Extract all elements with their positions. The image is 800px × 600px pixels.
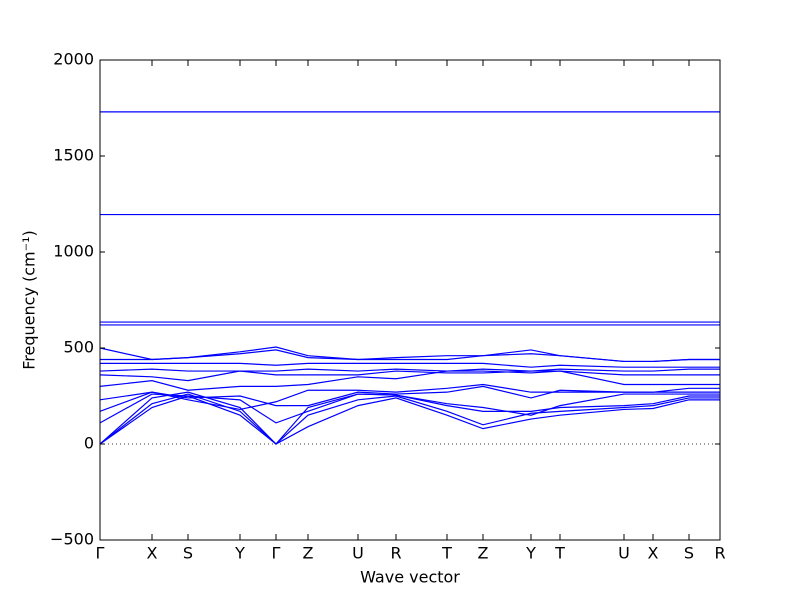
y-tick-label: 0 — [84, 434, 94, 453]
x-tick-label: Y — [234, 544, 245, 563]
band-line — [99, 370, 720, 382]
band-line — [99, 368, 720, 372]
y-tick-label: 2000 — [53, 50, 94, 69]
x-tick-label: Z — [478, 544, 489, 563]
x-tick-label: U — [618, 544, 630, 563]
band-line — [99, 391, 720, 445]
y-axis-label: Frequency (cm⁻¹) — [20, 230, 39, 369]
band-line — [99, 393, 720, 424]
x-tick-label: R — [714, 544, 725, 563]
band-line — [99, 370, 720, 391]
x-tick-label: Γ — [96, 544, 105, 563]
y-tick-label: 1500 — [53, 146, 94, 165]
x-axis-label: Wave vector — [360, 568, 460, 587]
plot-area — [100, 60, 720, 540]
band-line — [99, 393, 720, 445]
x-tick-label: X — [147, 544, 158, 563]
x-tick-label: Y — [525, 544, 536, 563]
band-line — [100, 362, 720, 368]
y-tick-label: −500 — [50, 530, 94, 549]
x-tick-label: S — [684, 544, 694, 563]
y-tick-label: 500 — [63, 338, 94, 357]
x-tick-label: Γ — [272, 544, 281, 563]
x-tick-label: R — [390, 544, 401, 563]
plot-marks — [99, 111, 720, 445]
band-line — [99, 346, 720, 363]
y-tick-label: 1000 — [53, 242, 94, 261]
band-line — [99, 395, 720, 445]
x-tick-label: T — [554, 544, 565, 563]
x-tick-label: S — [183, 544, 193, 563]
x-tick-label: X — [648, 544, 659, 563]
x-tick-label: U — [352, 544, 364, 563]
x-tick-label: T — [441, 544, 452, 563]
band-line — [99, 383, 720, 411]
plot-frame — [99, 59, 721, 541]
x-tick-label: Z — [303, 544, 314, 563]
